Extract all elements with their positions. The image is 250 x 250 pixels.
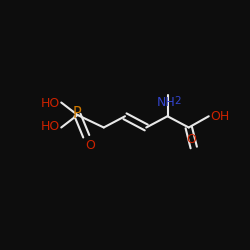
Text: P: P bbox=[73, 106, 82, 121]
Text: O: O bbox=[186, 133, 196, 146]
Text: HO: HO bbox=[41, 120, 60, 133]
Text: O: O bbox=[85, 139, 95, 152]
Text: 2: 2 bbox=[175, 96, 181, 106]
Text: NH: NH bbox=[157, 96, 176, 109]
Text: OH: OH bbox=[210, 110, 229, 123]
Text: HO: HO bbox=[41, 97, 60, 110]
